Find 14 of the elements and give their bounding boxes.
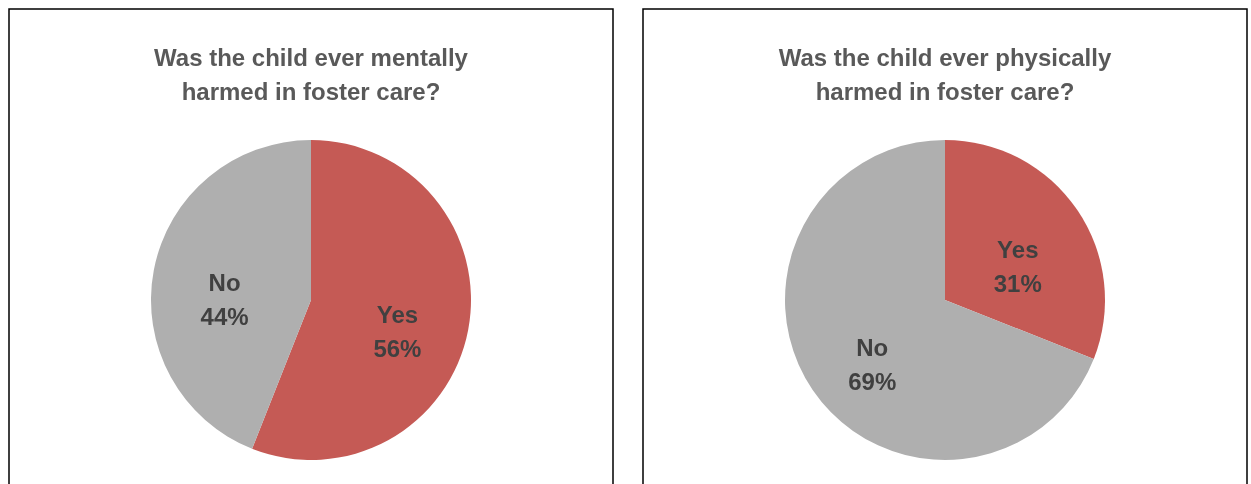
chart-title: Was the child ever mentally harmed in foster care? [154,44,469,105]
data-label: 44% [200,302,249,330]
data-label: 69% [848,368,897,396]
slice-label: Yes [997,235,1039,263]
pie-slice [785,140,1094,460]
pie-slice [252,140,471,460]
pie-slice [945,140,1105,359]
data-label: 56% [373,335,422,363]
slice-label: No [856,334,889,362]
chart-title: Was the child ever physically harmed in foster care? [778,44,1112,105]
pie-slice [151,140,311,449]
data-label: 31% [993,269,1042,297]
slice-label: No [208,268,241,296]
slice-label: Yes [376,301,419,329]
